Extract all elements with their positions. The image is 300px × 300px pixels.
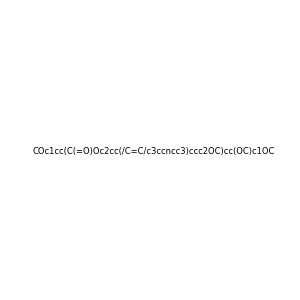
- Text: COc1cc(C(=O)Oc2cc(/C=C/c3ccncc3)ccc2OC)cc(OC)c1OC: COc1cc(C(=O)Oc2cc(/C=C/c3ccncc3)ccc2OC)c…: [33, 147, 275, 156]
